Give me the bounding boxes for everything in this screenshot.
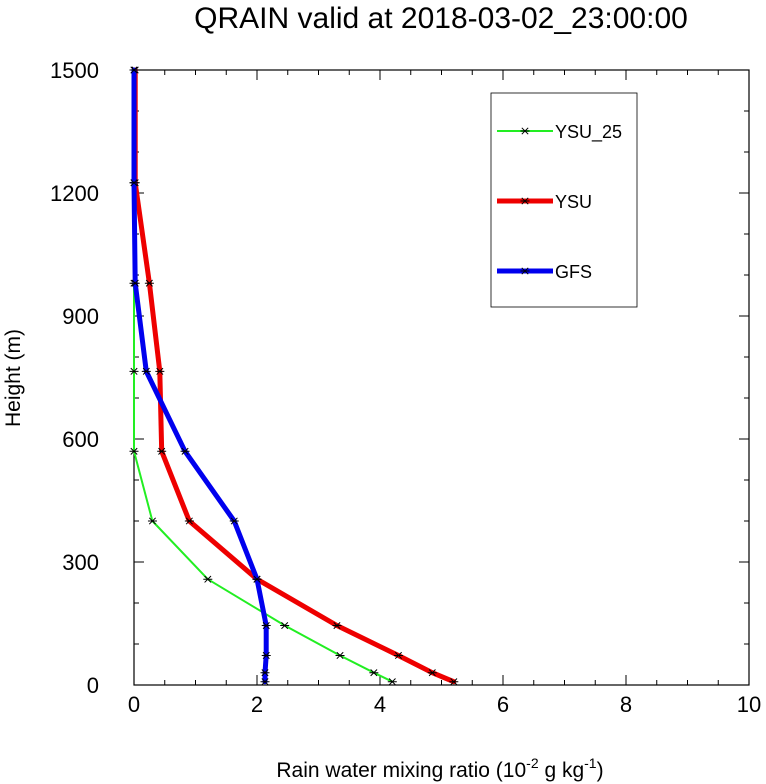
series-layer [129, 66, 459, 686]
legend-label: GFS [555, 262, 592, 282]
chart-title: QRAIN valid at 2018-03-02_23:00:00 [194, 2, 688, 35]
data-point-ysu-25 [147, 517, 157, 525]
data-point-ysu [184, 517, 194, 525]
legend-item-ysu-25: YSU_25 [497, 122, 622, 143]
data-point-gfs [260, 678, 270, 686]
data-point-ysu-25 [203, 575, 213, 583]
y-axis-label: Height (m) [2, 329, 25, 427]
data-point-ysu [449, 678, 459, 686]
x-tick-label: 4 [374, 692, 386, 717]
series-line-ysu-25 [133, 69, 394, 683]
series-line-gfs [131, 67, 269, 685]
x-tick-label: 2 [251, 692, 263, 717]
x-tick-label: 0 [128, 692, 140, 717]
legend-label: YSU [555, 192, 592, 212]
data-point-gfs [260, 669, 270, 677]
legend-item-ysu: YSU [497, 192, 592, 212]
data-point-gfs [129, 66, 139, 74]
y-tick-label: 0 [87, 673, 99, 698]
data-point-gfs [130, 279, 140, 287]
data-point-gfs [261, 651, 271, 660]
data-point-gfs [180, 447, 190, 455]
legend-marker [520, 197, 530, 205]
data-point-ysu [427, 669, 437, 677]
data-point-gfs [261, 621, 271, 630]
x-axis-label: Rain water mixing ratio (10-2 g kg-1) [276, 755, 603, 782]
data-point-ysu-25 [129, 367, 139, 375]
data-point-gfs [229, 517, 239, 525]
data-point-ysu [393, 651, 403, 660]
legend-item-gfs: GFS [497, 262, 592, 282]
data-point-ysu-25 [129, 447, 139, 455]
plot-frame [133, 69, 750, 686]
data-point-ysu-25 [280, 621, 290, 630]
y-tick-label: 1200 [50, 181, 99, 206]
y-tick-label: 300 [62, 550, 99, 575]
data-point-gfs [129, 179, 139, 187]
data-point-ysu-25 [369, 669, 379, 677]
x-tick-label: 8 [620, 692, 632, 717]
data-point-ysu [144, 279, 154, 287]
x-tick-label: 6 [497, 692, 509, 717]
data-point-ysu [157, 447, 167, 455]
series-line-ysu [132, 67, 457, 685]
y-tick-label: 600 [62, 427, 99, 452]
data-point-ysu-25 [335, 651, 345, 660]
data-point-gfs [141, 367, 151, 375]
legend-marker [520, 127, 530, 135]
axis-ticks: 0 2 4 6 8 10 0 300 600 900 1200 1500 [50, 58, 761, 717]
y-tick-label: 1500 [50, 58, 99, 83]
legend-marker [520, 267, 530, 275]
legend-label: YSU_25 [555, 122, 622, 143]
y-tick-label: 900 [62, 304, 99, 329]
legend-items: YSU_25 YSU GFS [497, 122, 622, 282]
data-point-ysu [155, 367, 165, 375]
x-tick-label: 10 [737, 692, 761, 717]
legend: YSU_25 YSU GFS [490, 92, 638, 308]
data-point-ysu [332, 621, 342, 630]
data-point-ysu-25 [387, 678, 397, 686]
data-point-gfs [252, 575, 262, 583]
